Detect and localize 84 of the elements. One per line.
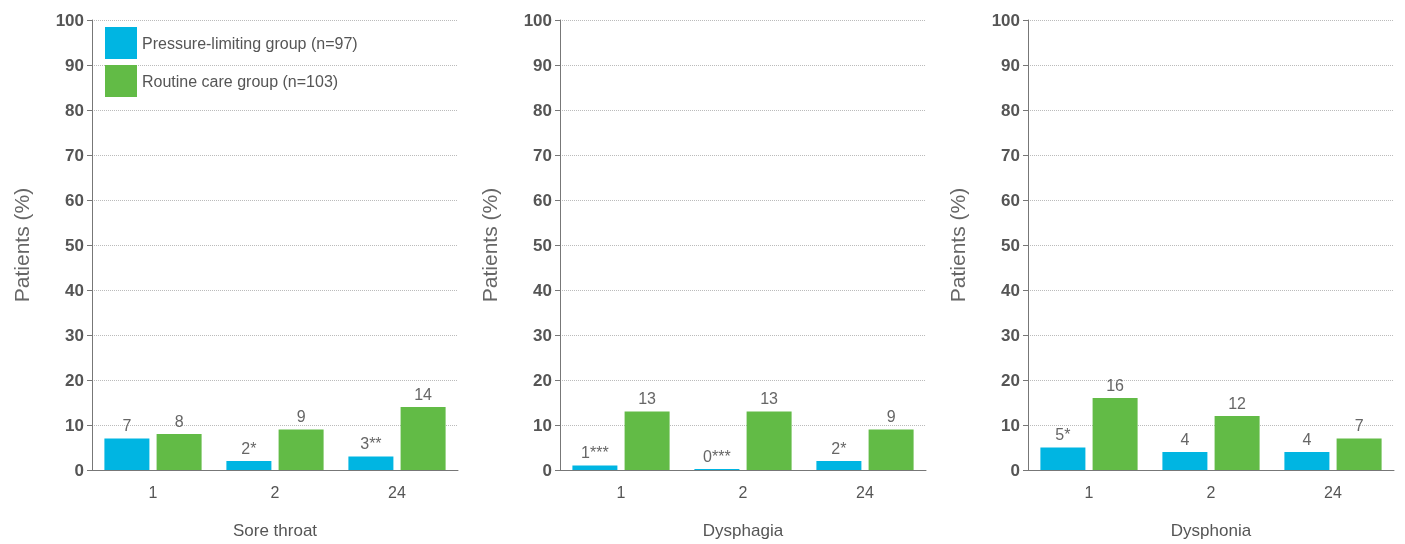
- y-tick-label: 40: [533, 280, 552, 300]
- data-label: 2*: [831, 439, 847, 457]
- y-tick-label: 60: [1001, 190, 1020, 210]
- bar: [226, 461, 272, 470]
- data-label: 12: [1228, 394, 1247, 412]
- bar: [1162, 452, 1208, 470]
- x-tick-label: 2: [1206, 483, 1216, 501]
- data-label: 4: [1302, 430, 1312, 448]
- bar: [624, 411, 670, 470]
- data-label: 9: [886, 408, 896, 425]
- data-label: 8: [174, 412, 184, 430]
- data-label: 5*: [1055, 426, 1071, 443]
- y-tick-label: 0: [1010, 460, 1020, 480]
- bar: [746, 411, 792, 470]
- bar: [1214, 416, 1260, 470]
- y-tick-label: 70: [1001, 145, 1020, 165]
- y-tick-label: 90: [1001, 55, 1020, 75]
- y-tick-label: 90: [65, 55, 84, 75]
- data-label: 0***: [703, 447, 731, 465]
- x-axis-title: Dysphonia: [1170, 521, 1252, 540]
- data-label: 2*: [241, 439, 257, 457]
- x-axis-title: Dysphagia: [702, 521, 784, 540]
- y-tick-label: 30: [65, 325, 84, 345]
- bar: [1092, 398, 1138, 470]
- bar: [1284, 452, 1330, 470]
- y-tick-label: 80: [65, 100, 84, 120]
- y-tick-label: 30: [1001, 325, 1020, 345]
- x-tick-label: 1: [148, 483, 158, 501]
- y-tick-label: 70: [533, 145, 552, 165]
- data-label: 7: [1354, 417, 1364, 434]
- y-tick-label: 10: [65, 415, 84, 435]
- x-tick-label: 24: [856, 483, 874, 501]
- data-label: 3**: [360, 435, 382, 452]
- y-tick-label: 0: [74, 460, 84, 480]
- y-tick-label: 20: [1001, 370, 1020, 390]
- y-tick-label: 20: [533, 370, 552, 390]
- y-tick-label: 30: [533, 325, 552, 345]
- data-label: 16: [1106, 376, 1125, 394]
- y-tick-label: 80: [533, 100, 552, 120]
- data-label: 13: [760, 390, 779, 407]
- y-tick-label: 60: [533, 190, 552, 210]
- x-tick-label: 24: [388, 483, 406, 501]
- y-axis-title: Patients (%): [478, 187, 501, 303]
- data-label: 1***: [581, 444, 609, 461]
- y-tick-label: 40: [65, 280, 84, 300]
- bar: [1336, 438, 1382, 470]
- data-label: 7: [122, 417, 132, 434]
- data-label: 4: [1180, 430, 1190, 448]
- y-tick-label: 10: [1001, 415, 1020, 435]
- bar: [400, 407, 446, 470]
- x-tick-label: 24: [1324, 483, 1342, 501]
- legend-label: Routine care group (n=103): [142, 72, 339, 90]
- y-tick-label: 20: [65, 370, 84, 390]
- y-tick-label: 10: [533, 415, 552, 435]
- y-tick-label: 80: [1001, 100, 1020, 120]
- y-tick-label: 40: [1001, 280, 1020, 300]
- y-tick-label: 70: [65, 145, 84, 165]
- y-tick-label: 100: [55, 10, 84, 30]
- y-tick-label: 90: [533, 55, 552, 75]
- y-tick-label: 100: [991, 10, 1020, 30]
- x-tick-label: 2: [738, 483, 748, 501]
- data-label: 9: [296, 408, 306, 425]
- y-axis-title: Patients (%): [946, 187, 969, 303]
- bar: [816, 461, 862, 470]
- bar: [348, 456, 394, 470]
- x-axis-title: Sore throat: [232, 521, 318, 540]
- y-axis-title: Patients (%): [10, 187, 33, 303]
- y-tick-label: 50: [1001, 235, 1020, 255]
- y-tick-label: 0: [542, 460, 552, 480]
- x-tick-label: 1: [1084, 483, 1094, 501]
- y-tick-label: 100: [523, 10, 552, 30]
- bar: [278, 429, 324, 470]
- data-label: 14: [414, 385, 433, 403]
- bar: [104, 438, 150, 470]
- x-tick-label: 1: [616, 483, 626, 501]
- y-tick-label: 60: [65, 190, 84, 210]
- y-tick-label: 50: [533, 235, 552, 255]
- bar: [1040, 447, 1086, 470]
- legend-label: Pressure-limiting group (n=97): [142, 34, 358, 52]
- x-tick-label: 2: [270, 483, 280, 501]
- data-label: 13: [638, 390, 657, 407]
- bar: [868, 429, 914, 470]
- y-tick-label: 50: [65, 235, 84, 255]
- bar: [156, 434, 202, 470]
